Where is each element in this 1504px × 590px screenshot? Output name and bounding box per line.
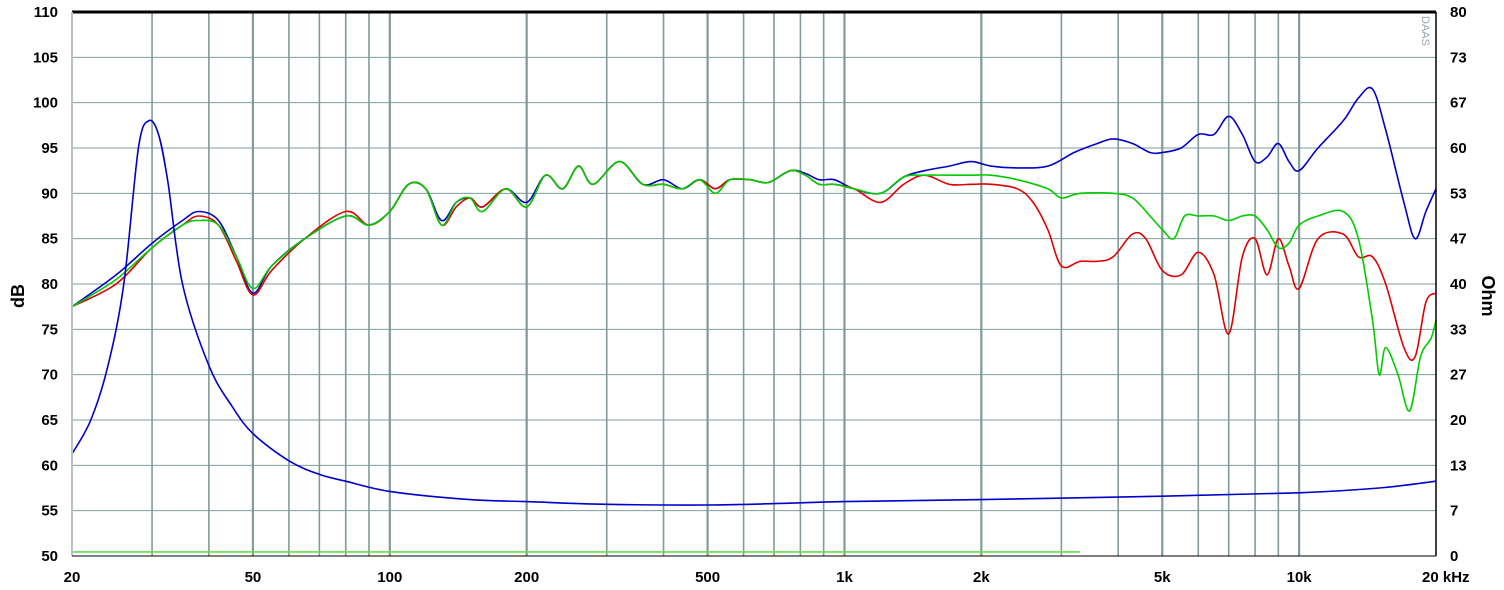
y-tick-label-right: 20 (1450, 412, 1467, 429)
y-tick-label-right: 53 (1450, 185, 1467, 202)
x-tick-label: 20 (64, 569, 81, 586)
x-tick-label: 20 kHz (1422, 569, 1470, 586)
y-tick-label-right: 40 (1450, 276, 1467, 293)
y-tick-label-right: 7 (1450, 503, 1458, 520)
y-tick-label-left: 95 (41, 140, 58, 157)
y-tick-label-left: 85 (41, 231, 58, 248)
x-tick-label: 2k (973, 569, 990, 586)
y-tick-label-right: 73 (1450, 49, 1467, 66)
y-tick-label-left: 55 (41, 503, 58, 520)
y-tick-label-right: 60 (1450, 140, 1467, 157)
x-tick-label: 100 (377, 569, 402, 586)
y-tick-label-right: 27 (1450, 367, 1467, 384)
response-curve-green (71, 160, 1437, 412)
y-tick-label-left: 60 (41, 457, 58, 474)
y-tick-label-left: 105 (33, 49, 58, 66)
right-axis-label: Ohm (1478, 275, 1498, 316)
y-tick-label-right: 47 (1450, 231, 1467, 248)
y-tick-label-right: 33 (1450, 321, 1467, 338)
y-tick-label-right: 13 (1450, 457, 1467, 474)
x-tick-label: 10k (1287, 569, 1313, 586)
y-tick-label-left: 90 (41, 185, 58, 202)
x-tick-label: 200 (514, 569, 539, 586)
chart-series (71, 86, 1437, 553)
response-curve-blue (71, 86, 1437, 308)
y-tick-label-left: 110 (34, 4, 58, 21)
y-tick-label-left: 80 (41, 276, 58, 293)
y-tick-label-left: 70 (41, 367, 58, 384)
watermark-text: DAAS (1419, 16, 1431, 46)
y-tick-label-left: 50 (41, 548, 58, 565)
x-tick-label: 5k (1154, 569, 1171, 586)
impedance-curve-blue (71, 119, 1437, 506)
x-tick-label: 1k (836, 569, 853, 586)
y-tick-label-left: 100 (33, 95, 58, 112)
y-tick-label-right: 80 (1450, 4, 1467, 21)
x-tick-label: 50 (245, 569, 262, 586)
y-tick-label-left: 75 (41, 321, 58, 338)
y-tick-label-right: 67 (1450, 95, 1467, 112)
y-tick-label-left: 65 (41, 412, 58, 429)
chart-labels: dB Ohm DAAS 1101051009590858075706560555… (8, 4, 1498, 586)
chart-grid (72, 12, 1436, 556)
y-tick-label-right: 0 (1450, 548, 1458, 565)
plot-frame (71, 10, 1437, 557)
x-tick-label: 500 (695, 569, 720, 586)
left-axis-label: dB (8, 284, 28, 308)
